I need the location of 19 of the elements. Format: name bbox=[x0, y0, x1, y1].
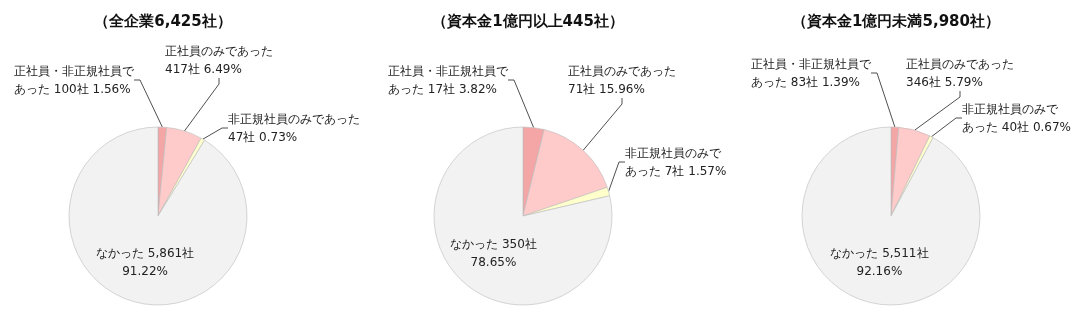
slice-label: 非正規社員のみであった bbox=[228, 112, 360, 126]
data-label: 417社 6.49% bbox=[165, 62, 242, 76]
slice-label: 正社員・非正規社員であった 17社 3.82% bbox=[388, 64, 509, 96]
slice-label: なかった 5,511社 92.16% bbox=[830, 246, 929, 279]
slice-label: 正社員のみであった bbox=[568, 64, 676, 78]
slice-label: なかった 350社 78.65% bbox=[450, 237, 537, 270]
chart-title: （資本金1億円未満5,980社） bbox=[792, 11, 1000, 30]
slice-label: 正社員のみであった bbox=[906, 57, 1014, 71]
slice-label: 正社員のみであった bbox=[165, 44, 273, 58]
slice-label: 非正規社員のみであった 40社 0.67% bbox=[962, 102, 1072, 134]
data-label: 346社 5.79% bbox=[906, 75, 983, 89]
data-label: 47社 0.73% bbox=[228, 130, 298, 144]
data-label: 71社 15.96% bbox=[568, 82, 645, 96]
chart-title: （資本金1億円以上445社） bbox=[432, 11, 624, 30]
slice-label: 正社員・非正規社員であった 100社 1.56% bbox=[14, 64, 135, 96]
slice-label: 正社員・非正規社員であった 83社 1.39% bbox=[751, 57, 872, 89]
slice-label: 非正規社員のみであった 7社 1.57% bbox=[625, 146, 727, 178]
chart-title: （全企業6,425社） bbox=[94, 11, 232, 30]
slice-label: なかった 5,861社 91.22% bbox=[95, 245, 195, 278]
